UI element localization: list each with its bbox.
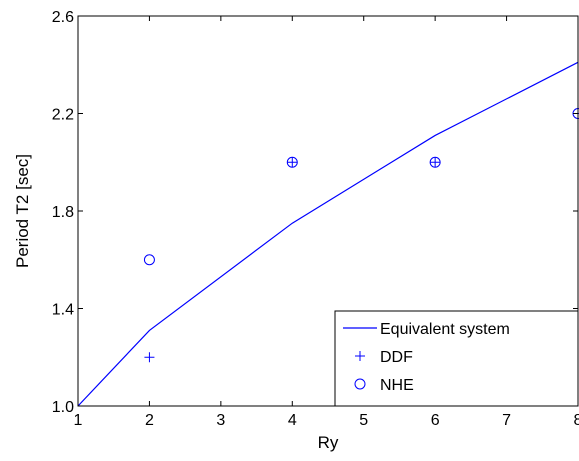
ticks-layer: 1 2 3 4 5 6 7 8 1.0 1.4 1.8 2.2 2.6	[52, 9, 579, 429]
ddf-point	[287, 157, 298, 168]
legend-label: NHE	[380, 377, 414, 394]
ddf-point	[144, 352, 155, 363]
y-tick-label: 1.4	[52, 302, 74, 319]
ddf-point	[430, 157, 441, 168]
legend-box	[334, 310, 579, 407]
y-tick-label: 2.2	[52, 107, 74, 124]
nhe-point	[286, 156, 298, 168]
x-tick-label: 7	[502, 412, 511, 429]
y-tick-label: 1.0	[52, 399, 74, 416]
x-axis-label: Ry	[318, 433, 339, 452]
nhe-point	[429, 156, 441, 168]
x-tick-label: 1	[74, 412, 83, 429]
y-tick-label: 1.8	[52, 204, 74, 221]
nhe-point	[143, 254, 155, 266]
y-axis-label: Period T2 [sec]	[13, 154, 32, 268]
legend-label: DDF	[380, 349, 413, 366]
legend: Equivalent system DDF NHE	[334, 310, 579, 407]
x-tick-label: 4	[288, 412, 297, 429]
x-tick-label: 3	[216, 412, 225, 429]
legend-circle-swatch	[354, 378, 366, 390]
y-tick-label: 2.6	[52, 9, 74, 26]
legend-plus-swatch	[355, 351, 365, 361]
x-tick-label: 6	[431, 412, 440, 429]
x-tick-label: 2	[145, 412, 154, 429]
legend-label: Equivalent system	[380, 321, 510, 338]
equivalent-system-line	[77, 61, 579, 407]
x-tick-label: 5	[359, 412, 368, 429]
x-tick-label: 8	[574, 412, 579, 429]
